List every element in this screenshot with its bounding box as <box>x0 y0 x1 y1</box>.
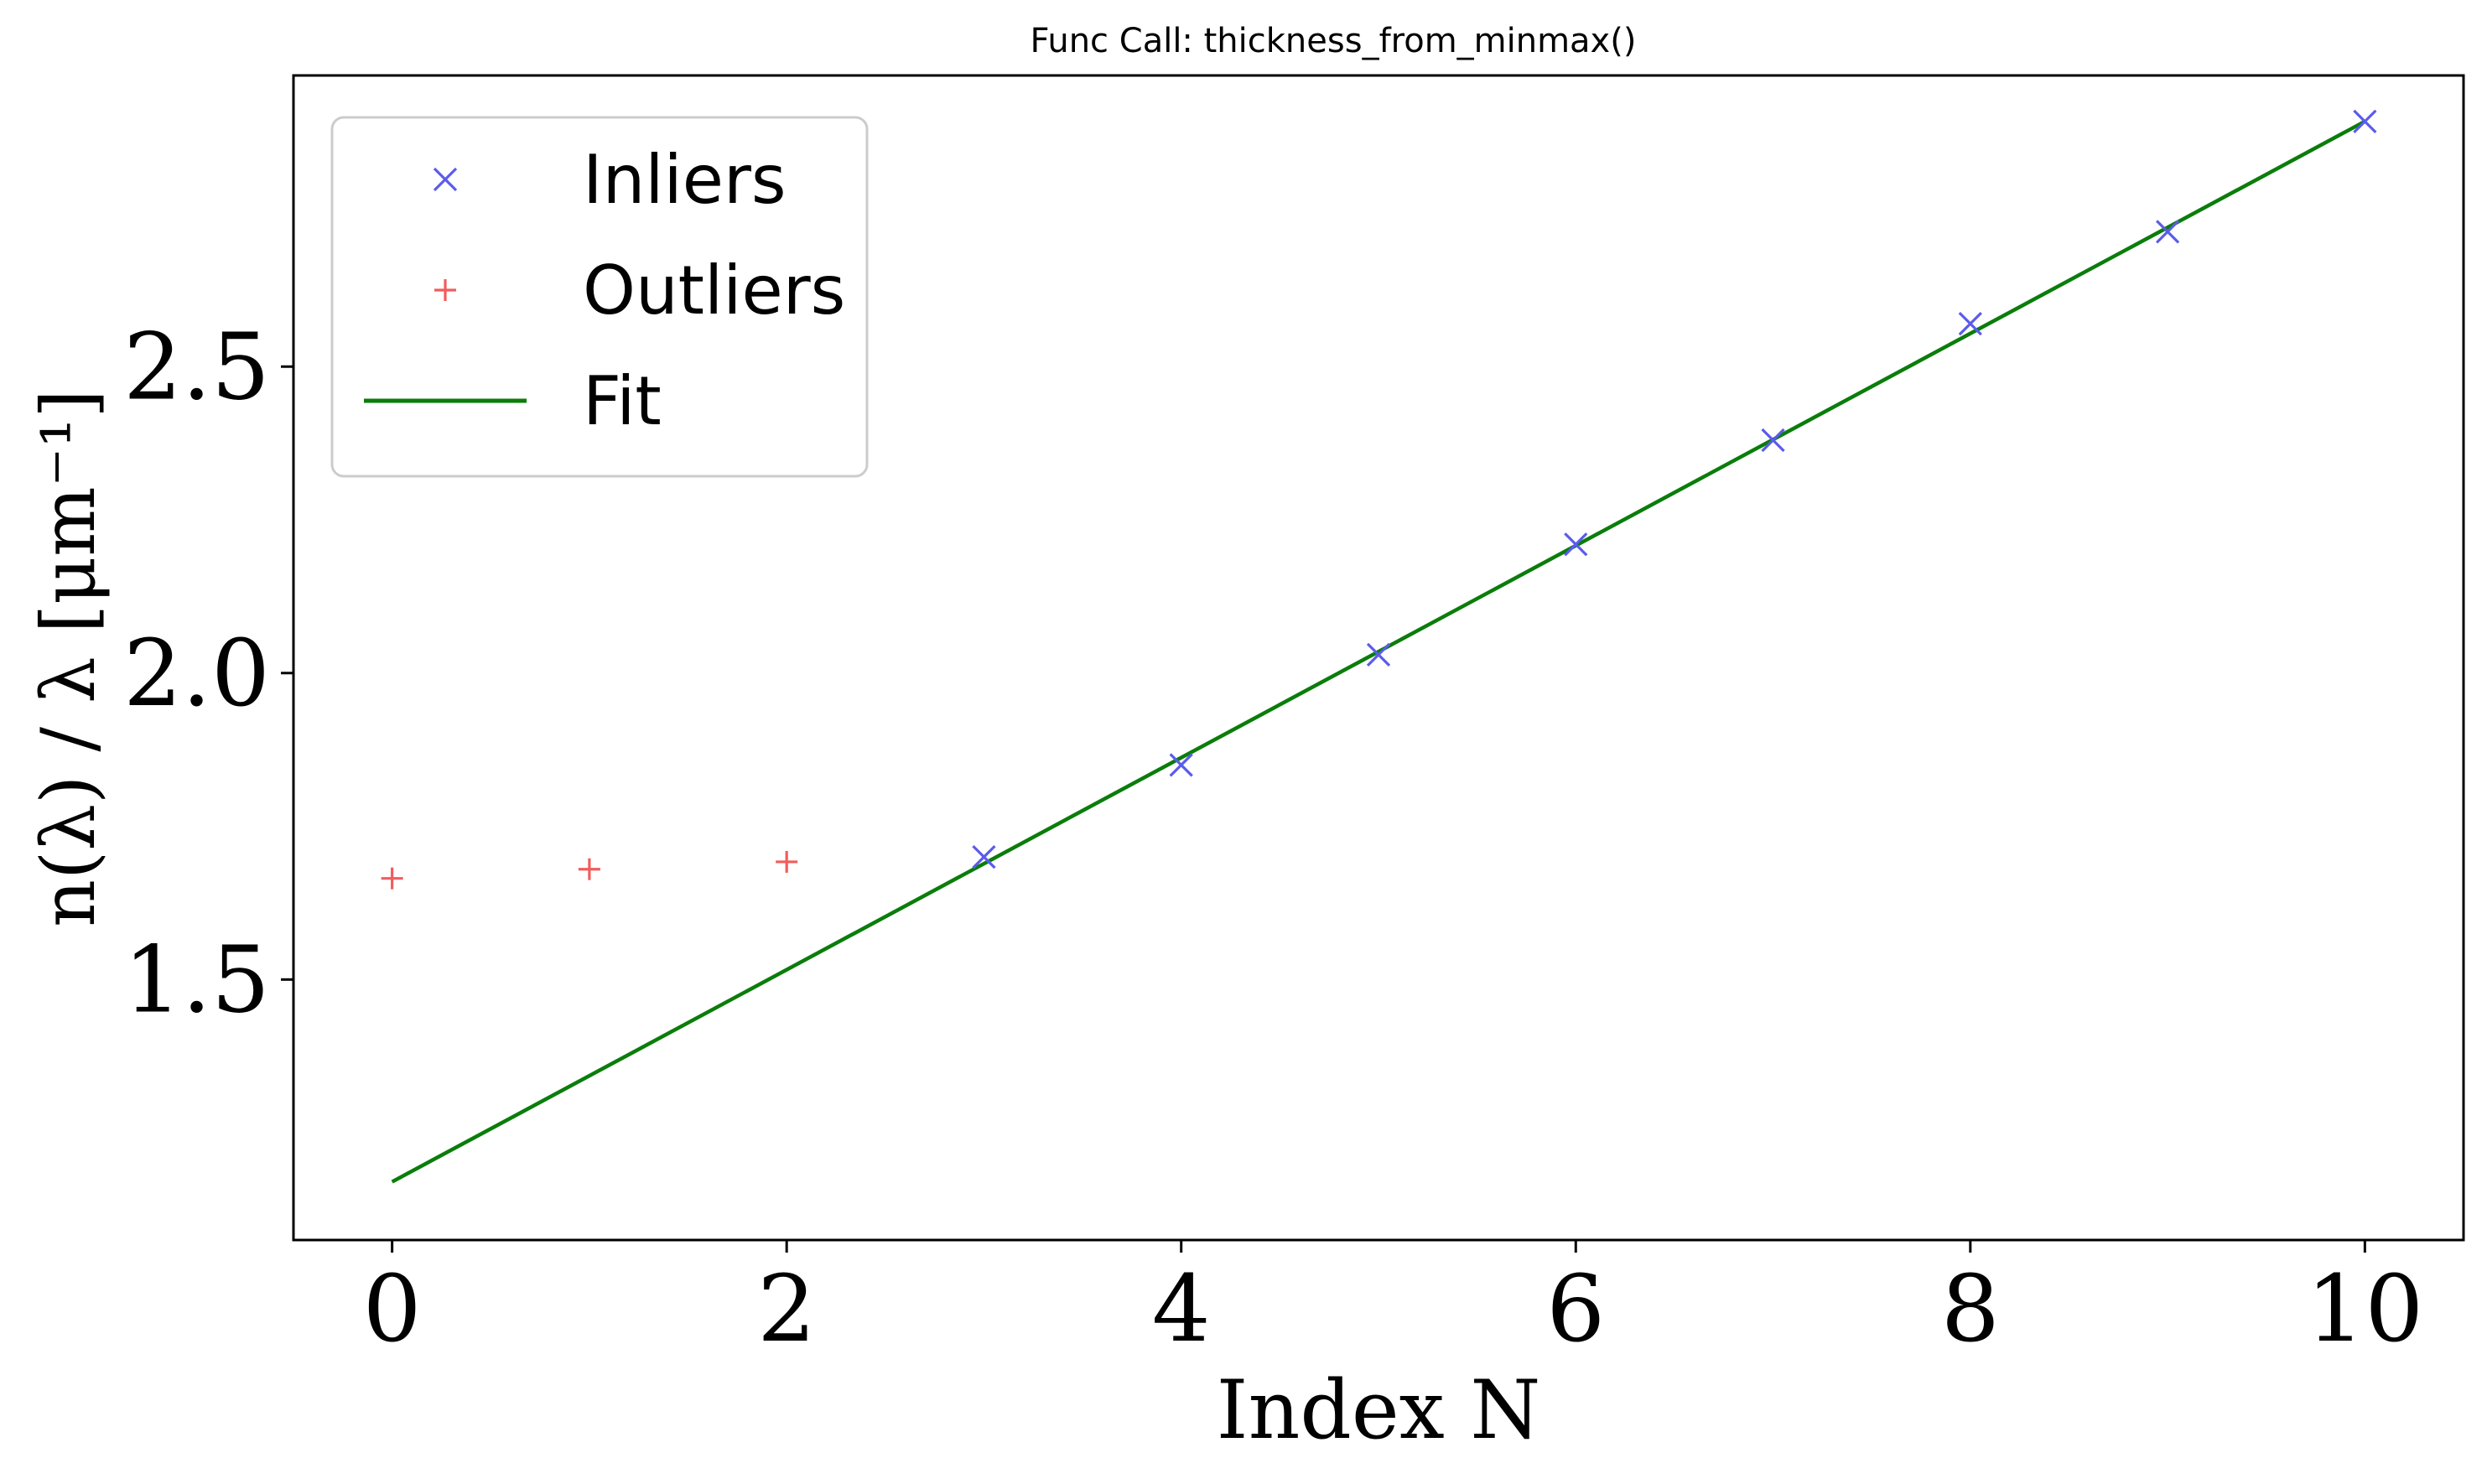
legend-items: Inliers Outliers Fit <box>364 141 845 440</box>
outliers-point <box>578 858 600 880</box>
inliers-point <box>1761 428 1785 453</box>
fit-line <box>391 119 2366 1184</box>
legend-item-inliers: Inliers <box>433 141 787 219</box>
legend-label: Fit <box>583 362 662 440</box>
inliers-point <box>2353 109 2377 133</box>
legend-item-fit: Fit <box>364 362 662 440</box>
x-tick-label: 6 <box>1546 1255 1605 1362</box>
y-tick-label: 1.5 <box>123 926 270 1033</box>
plot-area <box>381 109 2377 1184</box>
legend: Inliers Outliers Fit <box>330 116 869 478</box>
inliers-point <box>972 844 996 869</box>
legend-swatch <box>434 279 456 301</box>
x-axis-label: Index N <box>1217 1363 1541 1457</box>
chart-title: Func Call: thickness_from_minmax() <box>1031 22 1637 60</box>
outliers-point <box>381 867 403 890</box>
legend-item-outliers: Outliers <box>434 252 845 329</box>
x-tick-label: 8 <box>1941 1255 2000 1362</box>
x-tick-label: 0 <box>363 1255 422 1362</box>
legend-label: Inliers <box>583 141 787 219</box>
legend-label: Outliers <box>583 252 845 329</box>
y-tick-label: 2.5 <box>123 313 270 420</box>
inliers-point <box>1564 532 1588 557</box>
inliers-point <box>1366 642 1391 667</box>
y-axis-label: n(λ) / λ [μm⁻¹] <box>25 389 112 926</box>
x-tick-label: 10 <box>2306 1255 2423 1362</box>
inliers-point <box>1958 311 1982 336</box>
outliers-point <box>776 850 798 873</box>
y-tick-label: 2.0 <box>123 620 270 727</box>
axis-ticks: 0 2 4 6 8 10 1.5 2.0 2.5 <box>123 313 2423 1362</box>
legend-swatch <box>433 167 458 192</box>
axes-frame <box>292 74 2465 1242</box>
inliers-point <box>1169 753 1193 777</box>
legend-box <box>330 116 869 478</box>
x-tick-label: 2 <box>757 1255 816 1362</box>
x-tick-label: 4 <box>1152 1255 1211 1362</box>
inliers-point <box>2155 220 2180 244</box>
